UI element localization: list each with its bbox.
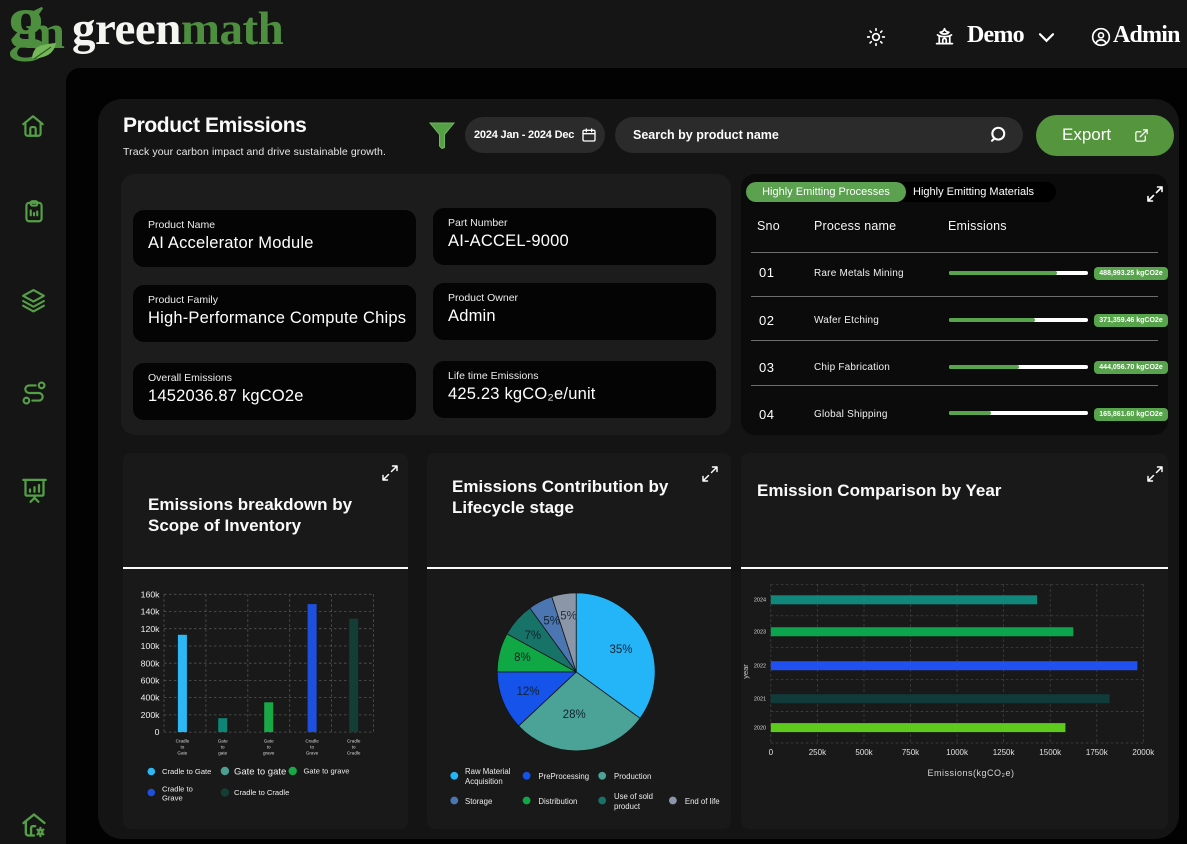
svg-text:year: year [741,664,750,679]
svg-text:1500k: 1500k [1039,748,1062,757]
svg-text:Acquisition: Acquisition [465,777,503,786]
svg-text:to: to [221,745,225,750]
svg-text:2023: 2023 [754,630,766,636]
svg-text:Gate: Gate [177,751,187,756]
svg-text:35%: 35% [609,644,632,656]
svg-text:0: 0 [155,727,160,737]
svg-text:to: to [267,745,271,750]
svg-text:gate: gate [218,751,227,756]
svg-text:2024: 2024 [754,598,766,604]
svg-text:Cradle: Cradle [176,739,190,744]
svg-text:PreProcessing: PreProcessing [538,772,589,781]
svg-text:2020: 2020 [754,725,766,731]
svg-text:Emissions(kgCO₂e): Emissions(kgCO₂e) [927,768,1014,778]
svg-text:8%: 8% [514,652,531,664]
svg-text:Cradle to Cradle: Cradle to Cradle [234,788,289,797]
svg-text:Grave: Grave [306,751,319,756]
svg-text:Gate to grave: Gate to grave [304,767,350,776]
svg-text:140k: 140k [141,607,160,617]
svg-text:28%: 28% [563,709,586,721]
svg-text:2000k: 2000k [1132,748,1155,757]
svg-text:7%: 7% [524,630,541,642]
svg-text:Storage: Storage [465,797,492,806]
svg-text:160k: 160k [141,590,160,600]
svg-text:Grave: Grave [162,794,183,803]
svg-text:Cradle: Cradle [305,739,319,744]
svg-text:400k: 400k [141,693,160,703]
svg-text:2021: 2021 [754,697,766,703]
svg-text:5%: 5% [543,616,560,628]
svg-text:Cradle: Cradle [347,751,361,756]
svg-text:Gate: Gate [264,739,274,744]
svg-text:12%: 12% [516,686,539,698]
svg-text:600k: 600k [141,676,160,686]
svg-text:Cradle: Cradle [347,739,361,744]
svg-text:2022: 2022 [754,664,766,670]
svg-text:120k: 120k [141,624,160,634]
svg-text:grave: grave [263,751,275,756]
svg-text:1000k: 1000k [946,748,969,757]
svg-text:to: to [310,745,314,750]
svg-text:to: to [180,745,184,750]
svg-text:product: product [614,802,641,811]
svg-text:250k: 250k [809,748,827,757]
svg-text:Gate to gate: Gate to gate [234,767,286,778]
svg-text:Raw Material: Raw Material [465,767,511,776]
svg-text:to: to [352,745,356,750]
svg-text:Gate: Gate [218,739,228,744]
svg-text:200k: 200k [141,710,160,720]
svg-text:750k: 750k [902,748,920,757]
svg-text:Distribution: Distribution [538,797,577,806]
svg-text:1750k: 1750k [1086,748,1109,757]
svg-text:End of life: End of life [685,797,720,806]
svg-text:100k: 100k [141,641,160,651]
svg-text:Cradle to Gate: Cradle to Gate [162,767,211,776]
svg-text:500k: 500k [855,748,873,757]
svg-text:Production: Production [614,772,651,781]
svg-text:Use of sold: Use of sold [614,792,653,801]
svg-text:Cradle to: Cradle to [162,785,193,794]
svg-text:800k: 800k [141,658,160,668]
svg-text:5%: 5% [560,610,577,622]
svg-text:1250k: 1250k [993,748,1016,757]
svg-text:0: 0 [769,748,774,757]
